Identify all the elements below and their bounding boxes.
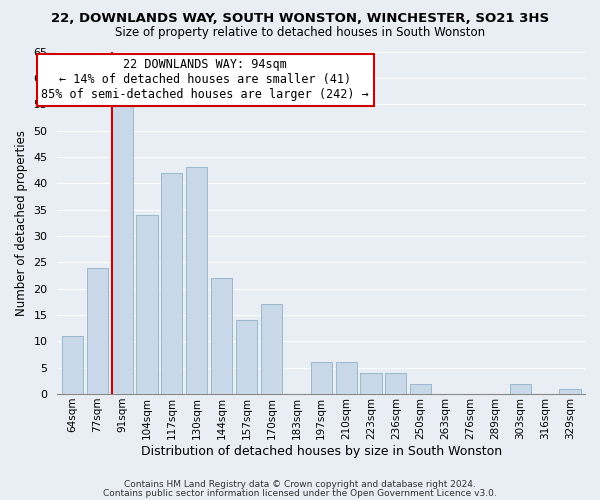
- Bar: [112, 104, 133, 394]
- Bar: [186, 168, 208, 394]
- Bar: [559, 389, 581, 394]
- Bar: [335, 362, 356, 394]
- Bar: [236, 320, 257, 394]
- Bar: [62, 336, 83, 394]
- X-axis label: Distribution of detached houses by size in South Wonston: Distribution of detached houses by size …: [140, 444, 502, 458]
- Bar: [385, 373, 406, 394]
- Bar: [410, 384, 431, 394]
- Bar: [86, 268, 108, 394]
- Bar: [311, 362, 332, 394]
- Bar: [161, 172, 182, 394]
- Bar: [136, 215, 158, 394]
- Text: Size of property relative to detached houses in South Wonston: Size of property relative to detached ho…: [115, 26, 485, 39]
- Bar: [211, 278, 232, 394]
- Text: Contains public sector information licensed under the Open Government Licence v3: Contains public sector information licen…: [103, 488, 497, 498]
- Bar: [261, 304, 282, 394]
- Bar: [361, 373, 382, 394]
- Text: 22, DOWNLANDS WAY, SOUTH WONSTON, WINCHESTER, SO21 3HS: 22, DOWNLANDS WAY, SOUTH WONSTON, WINCHE…: [51, 12, 549, 26]
- Bar: [510, 384, 531, 394]
- Text: Contains HM Land Registry data © Crown copyright and database right 2024.: Contains HM Land Registry data © Crown c…: [124, 480, 476, 489]
- Y-axis label: Number of detached properties: Number of detached properties: [15, 130, 28, 316]
- Text: 22 DOWNLANDS WAY: 94sqm
← 14% of detached houses are smaller (41)
85% of semi-de: 22 DOWNLANDS WAY: 94sqm ← 14% of detache…: [41, 58, 369, 102]
